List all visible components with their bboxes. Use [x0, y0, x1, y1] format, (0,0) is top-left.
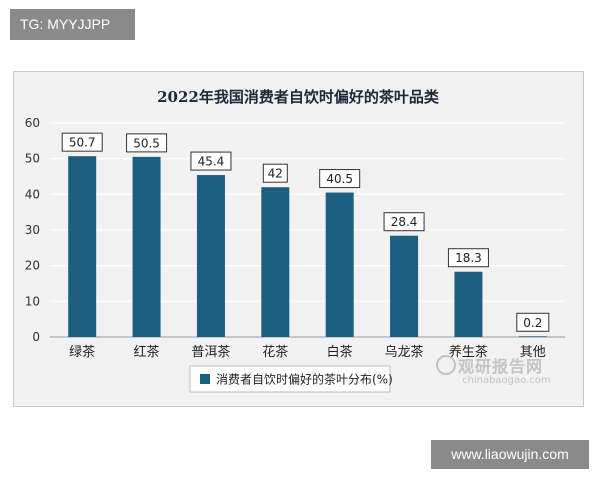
x-category-label: 花茶	[262, 344, 288, 360]
x-category-label: 其他	[520, 345, 546, 360]
data-label: 50.7	[69, 136, 96, 150]
data-label: 42	[268, 167, 283, 181]
y-tick-label: 50	[25, 152, 40, 166]
y-tick-label: 0	[32, 330, 40, 344]
y-tick-label: 10	[25, 294, 40, 308]
watermark-cn: 观研报告网	[458, 357, 544, 376]
bar	[390, 235, 419, 337]
x-category-label: 绿茶	[69, 344, 95, 360]
x-category-label: 养生茶	[449, 344, 488, 360]
data-label-box	[262, 163, 288, 183]
y-tick-label: 20	[25, 259, 40, 273]
data-label-box	[516, 312, 550, 332]
chart-title: 2022年我国消费者自饮时偏好的茶叶品类	[157, 88, 440, 106]
data-label-box	[126, 133, 168, 153]
data-label-box	[319, 169, 361, 189]
bar	[68, 156, 97, 337]
x-category-label: 普洱茶	[191, 344, 230, 360]
data-label: 50.5	[133, 136, 160, 150]
data-label: 0.2	[523, 316, 542, 330]
y-tick-label: 30	[25, 223, 40, 237]
legend-box	[189, 365, 391, 393]
data-label-box	[190, 151, 232, 171]
chart-frame	[13, 71, 584, 407]
data-label-box	[383, 212, 425, 232]
bar	[325, 192, 354, 337]
logo-icon	[436, 355, 456, 375]
legend-swatch	[200, 374, 210, 384]
bar	[518, 336, 547, 338]
data-label: 40.5	[326, 172, 353, 186]
watermark-tag-top: TG: MYYJJPP	[10, 9, 135, 40]
data-label: 28.4	[391, 215, 418, 229]
legend-label: 消费者自饮时偏好的茶叶分布(%)	[216, 372, 393, 387]
data-label: 45.4	[198, 155, 225, 169]
data-label: 18.3	[455, 251, 482, 265]
bar	[196, 175, 225, 337]
x-category-label: 红茶	[134, 344, 160, 360]
bar	[261, 187, 290, 337]
x-category-label: 乌龙茶	[385, 344, 424, 360]
watermark-logo: 观研报告网 chinabaogao.com	[432, 353, 582, 393]
y-tick-label: 60	[25, 116, 40, 130]
y-tick-label: 40	[25, 187, 40, 201]
data-label-box	[447, 248, 489, 268]
data-label-box	[61, 132, 103, 152]
bar	[454, 271, 483, 337]
x-category-label: 白茶	[327, 344, 353, 360]
watermark-tag-bottom: www.liaowujin.com	[431, 440, 589, 469]
watermark-en: chinabaogao.com	[462, 375, 551, 386]
bar	[132, 156, 161, 337]
